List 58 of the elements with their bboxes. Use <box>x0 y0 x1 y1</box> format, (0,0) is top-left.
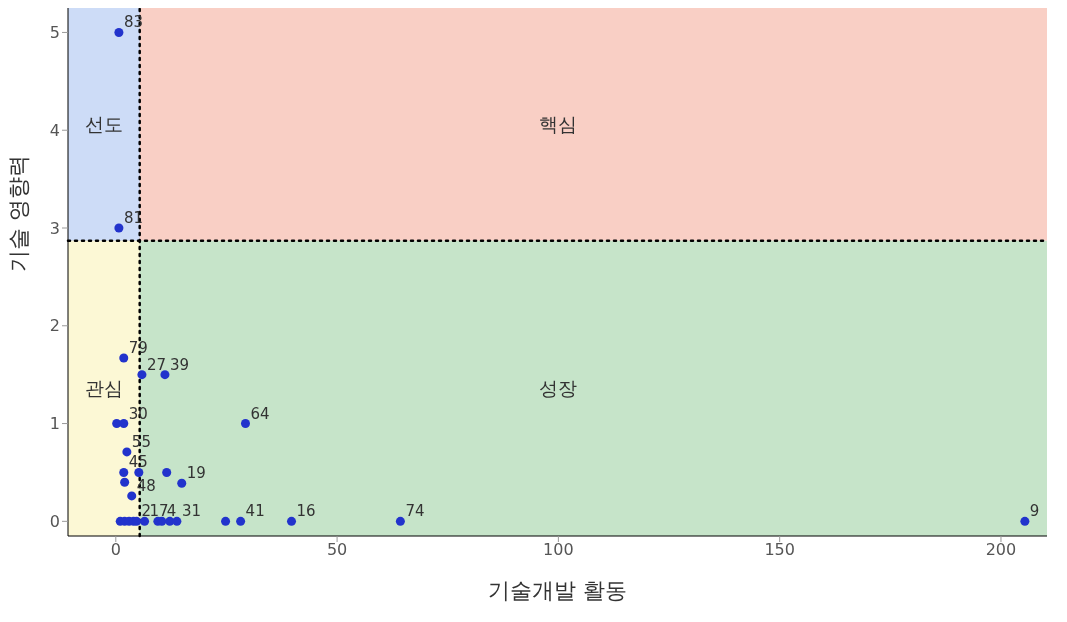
x-tick-label: 100 <box>543 540 574 560</box>
point <box>286 516 297 526</box>
point <box>119 419 129 429</box>
point <box>119 467 129 477</box>
annotation: 19 <box>186 464 206 483</box>
x-tick-label: 200 <box>985 540 1017 560</box>
annotation: 16 <box>296 502 316 521</box>
annotation: 39 <box>169 355 190 374</box>
y-tick-label: 3 <box>49 218 60 238</box>
annotation: 45 <box>128 453 148 472</box>
point <box>120 477 130 487</box>
band-label: 관심 <box>84 377 123 400</box>
x-tick-label: 50 <box>326 540 348 560</box>
point <box>1020 516 1030 526</box>
y-tick-label: 2 <box>49 316 60 336</box>
point <box>134 467 144 477</box>
annotation: 4 <box>166 502 177 521</box>
annotation: 27 <box>146 355 167 374</box>
point <box>221 516 231 526</box>
x-tick-label: 150 <box>764 540 795 560</box>
annotation: 79 <box>128 339 148 358</box>
y-tick-label: 0 <box>49 512 60 532</box>
annotation: 55 <box>131 432 151 451</box>
y-tick-label: 5 <box>49 23 60 43</box>
point <box>122 447 132 457</box>
x-tick-label: 0 <box>110 540 121 560</box>
annotation: 30 <box>128 404 148 423</box>
annotation: 41 <box>245 502 265 521</box>
point <box>172 516 182 526</box>
annotation: 2 <box>141 502 152 521</box>
band-label: 핵심 <box>538 113 577 136</box>
point <box>119 353 129 363</box>
x-axis-title: 기술개발 활동 <box>488 578 627 603</box>
annotation: 17 <box>149 502 169 521</box>
annotation: 31 <box>181 502 201 521</box>
y-axis-title: 기술 영향력 <box>5 155 31 272</box>
annotation: 64 <box>250 404 270 423</box>
point <box>140 516 150 526</box>
band-label: 성장 <box>538 377 577 400</box>
annotation: 48 <box>136 476 156 495</box>
point <box>395 516 405 526</box>
point <box>162 467 172 477</box>
point <box>114 27 124 37</box>
annotation: 9 <box>1029 502 1040 521</box>
annotation: 74 <box>405 502 425 521</box>
y-tick-label: 1 <box>49 414 60 434</box>
point <box>165 516 175 526</box>
point <box>177 478 187 488</box>
point <box>240 419 250 429</box>
annotation: 81 <box>123 209 143 227</box>
y-tick-label: 4 <box>49 120 60 140</box>
point <box>114 223 124 233</box>
point <box>236 516 246 526</box>
band-label: 선도 <box>84 113 123 136</box>
point <box>137 370 147 380</box>
annotation: 83 <box>123 13 143 32</box>
point <box>160 370 170 380</box>
point <box>127 491 137 501</box>
